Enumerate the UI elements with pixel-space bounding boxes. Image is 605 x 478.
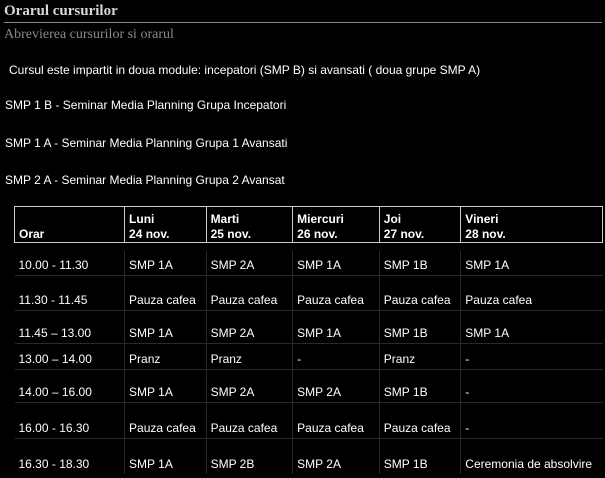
table-cell: SMP 2A bbox=[205, 310, 293, 343]
table-cell: SMP 1A bbox=[124, 251, 207, 275]
schedule-table-container: Orar Luni 24 nov. Marti 25 nov. Miercuri 26… bbox=[13, 206, 603, 478]
table-row: 10.00 - 11.30 SMP 1A SMP 2A SMP 1A SMP 1… bbox=[15, 251, 603, 275]
table-cell: Pauza cafea bbox=[205, 275, 293, 310]
time-cell: 11.45 – 13.00 bbox=[18, 325, 92, 340]
time-cell: 16.00 - 16.30 bbox=[18, 420, 90, 435]
table-cell: Pauza cafea bbox=[205, 402, 293, 438]
table-cell: SMP 1A bbox=[460, 251, 603, 275]
table-cell: SMP 1A bbox=[124, 369, 207, 402]
table-cell: SMP 2A bbox=[292, 438, 380, 474]
table-row: 13.00 – 14.00 Pranz Pranz - Pranz - bbox=[14, 343, 603, 369]
time-cell: 14.00 – 16.00 bbox=[18, 384, 92, 399]
table-cell: Pranz bbox=[205, 343, 293, 369]
table-header-row: Orar Luni 24 nov. Marti 25 nov. Miercuri 26… bbox=[13, 206, 603, 243]
table-cell: Pauza cafea bbox=[292, 402, 380, 438]
group-description: SMP 2 A - Seminar Media Planning Grupa 2… bbox=[5, 173, 285, 187]
table-cell: - bbox=[460, 343, 603, 369]
table-cell: Pauza cafea bbox=[124, 275, 207, 310]
table-cell: SMP 1A bbox=[292, 251, 380, 275]
time-cell: 11.30 - 11.45 bbox=[18, 292, 88, 307]
table-cell: Ceremonia de absolvire bbox=[460, 438, 603, 474]
table-cell: SMP 2A bbox=[205, 369, 293, 402]
header-cell-day: Joi 27 nov. bbox=[378, 206, 462, 243]
table-cell: Pauza cafea bbox=[124, 402, 207, 438]
page-header: Orarul cursurilor Abrevierea cursurilor … bbox=[4, 2, 602, 44]
table-cell: SMP 1B bbox=[378, 438, 461, 474]
table-cell: Pauza cafea bbox=[460, 275, 603, 310]
table-row: 16.00 - 16.30 Pauza cafea Pauza cafea Pa… bbox=[14, 402, 603, 438]
table-row: 11.45 – 13.00 SMP 1A SMP 2A SMP 1A SMP 1… bbox=[14, 310, 603, 343]
page-title: Orarul cursurilor bbox=[4, 2, 602, 23]
table-row: 16.30 - 18.30 SMP 1A SMP 2B SMP 2A SMP 1… bbox=[14, 438, 603, 474]
time-cell: 16.30 - 18.30 bbox=[18, 457, 90, 471]
header-cell-day: Luni 24 nov. bbox=[124, 206, 207, 243]
table-cell: - bbox=[292, 343, 380, 369]
header-cell-day: Marti 25 nov. bbox=[205, 206, 294, 243]
schedule-table: Orar Luni 24 nov. Marti 25 nov. Miercuri 26… bbox=[13, 206, 603, 474]
table-cell: SMP 1A bbox=[460, 310, 603, 343]
group-description: SMP 1 A - Seminar Media Planning Grupa 1… bbox=[5, 136, 288, 150]
table-cell: SMP 1A bbox=[292, 310, 380, 343]
page-subtitle: Abrevierea cursurilor si orarul bbox=[4, 27, 174, 42]
table-cell: Pranz bbox=[378, 343, 461, 369]
header-cell-day: Miercuri 26 nov. bbox=[292, 206, 380, 243]
table-cell: SMP 2A bbox=[292, 369, 380, 402]
table-cell: SMP 1B bbox=[378, 310, 461, 343]
table-cell: Pauza cafea bbox=[378, 275, 461, 310]
table-cell: SMP 1B bbox=[378, 251, 461, 275]
table-cell: SMP 1A bbox=[124, 310, 207, 343]
table-cell: SMP 2B bbox=[205, 438, 293, 474]
header-cell-time: Orar bbox=[13, 206, 126, 243]
table-cell: SMP 2A bbox=[205, 251, 293, 275]
table-row: 11.30 - 11.45 Pauza cafea Pauza cafea Pa… bbox=[14, 275, 603, 310]
table-cell: SMP 1A bbox=[124, 438, 207, 474]
group-description: SMP 1 B - Seminar Media Planning Grupa I… bbox=[5, 98, 287, 112]
course-intro: Cursul este impartit in doua module: inc… bbox=[9, 63, 481, 77]
table-cell: Pranz bbox=[124, 343, 207, 369]
header-cell-day: Vineri 28 nov. bbox=[460, 206, 603, 243]
table-cell: - bbox=[460, 369, 603, 402]
table-cell: SMP 1B bbox=[378, 369, 461, 402]
table-cell: Pauza cafea bbox=[378, 402, 461, 438]
table-cell: Pauza cafea bbox=[292, 275, 380, 310]
table-row: 14.00 – 16.00 SMP 1A SMP 2A SMP 2A SMP 1… bbox=[14, 369, 603, 402]
table-cell: - bbox=[460, 402, 603, 438]
time-cell: 13.00 – 14.00 bbox=[18, 351, 92, 366]
time-cell: 10.00 - 11.30 bbox=[18, 257, 89, 272]
